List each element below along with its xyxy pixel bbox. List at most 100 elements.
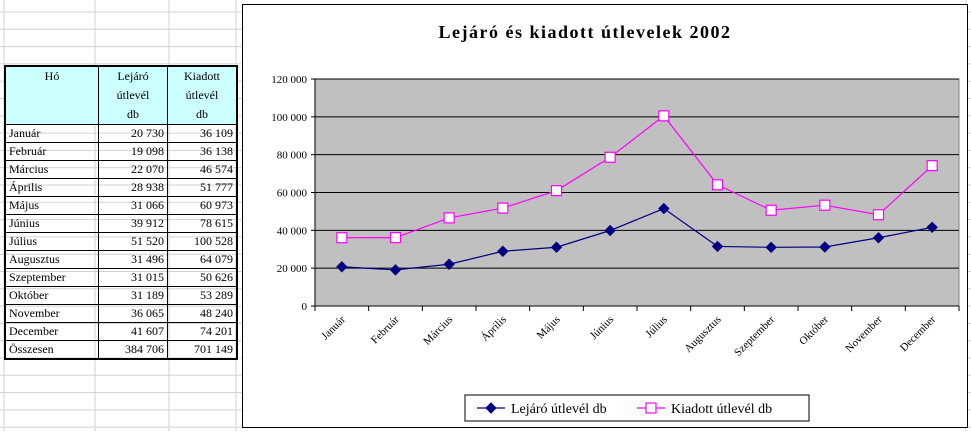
y-tick-label: 100 000 bbox=[271, 112, 307, 124]
month-cell[interactable]: Január bbox=[4, 124, 99, 143]
diamond-marker bbox=[443, 258, 455, 270]
header-line: Lejáró bbox=[117, 69, 149, 83]
square-marker bbox=[497, 202, 509, 214]
data-table: Hó Lejáró útlevél db Kiadott útlevél db Janu… bbox=[4, 65, 238, 360]
table-row: Április 28 938 51 777 bbox=[4, 178, 238, 197]
square-marker bbox=[926, 160, 938, 172]
header-line: útlevél bbox=[185, 88, 219, 102]
y-tick-label: 40 000 bbox=[277, 225, 308, 237]
y-tick-label: 80 000 bbox=[277, 150, 308, 162]
header-expiring[interactable]: Lejáró útlevél db bbox=[98, 65, 168, 125]
x-tick-label: Február bbox=[369, 313, 402, 346]
value-cell[interactable]: 28 938 bbox=[98, 178, 168, 197]
month-cell[interactable]: Október bbox=[4, 286, 99, 305]
x-tick-label: Július bbox=[643, 314, 670, 341]
value-cell[interactable]: 31 496 bbox=[98, 250, 168, 269]
diamond-marker bbox=[872, 232, 885, 244]
table-row: Október 31 189 53 289 bbox=[4, 286, 238, 305]
diamond-marker bbox=[485, 402, 497, 414]
table-row: Január 20 730 36 109 bbox=[4, 124, 238, 143]
value-cell[interactable]: 31 015 bbox=[98, 268, 168, 287]
header-line: útlevél bbox=[116, 88, 150, 102]
x-tick-label: Június bbox=[588, 314, 616, 342]
value-cell[interactable]: 36 109 bbox=[167, 124, 238, 143]
value-cell[interactable]: 51 520 bbox=[98, 232, 168, 251]
value-cell[interactable]: 100 528 bbox=[167, 232, 238, 251]
value-cell[interactable]: 78 615 bbox=[167, 214, 238, 233]
table-row: December 41 607 74 201 bbox=[4, 322, 238, 341]
value-cell[interactable]: 31 066 bbox=[98, 196, 168, 215]
value-cell[interactable]: 60 973 bbox=[167, 196, 238, 215]
month-cell[interactable]: Összesen bbox=[4, 340, 99, 360]
value-cell[interactable]: 701 149 bbox=[167, 340, 238, 360]
x-tick-label: Május bbox=[535, 314, 563, 342]
header-line: db bbox=[196, 107, 208, 121]
value-cell[interactable]: 20 730 bbox=[98, 124, 168, 143]
month-cell[interactable]: Április bbox=[4, 178, 99, 197]
month-cell[interactable]: Június bbox=[4, 214, 99, 233]
legend-label: Kiadott útlevél db bbox=[671, 402, 772, 417]
value-cell[interactable]: 384 706 bbox=[98, 340, 168, 360]
y-tick-label: 120 000 bbox=[271, 74, 307, 86]
value-cell[interactable]: 36 138 bbox=[167, 142, 238, 161]
month-cell[interactable]: Július bbox=[4, 232, 99, 251]
legend: Lejáró útlevél db Kiadott útlevél db bbox=[464, 394, 810, 422]
x-tick-label: November bbox=[843, 313, 885, 355]
month-cell[interactable]: November bbox=[4, 304, 99, 323]
value-cell[interactable]: 50 626 bbox=[167, 268, 238, 287]
header-line: Kiadott bbox=[184, 69, 220, 83]
header-line: db bbox=[127, 107, 139, 121]
month-cell[interactable]: Május bbox=[4, 196, 99, 215]
month-cell[interactable]: Március bbox=[4, 160, 99, 179]
square-marker bbox=[711, 179, 724, 191]
table-row: Szeptember 31 015 50 626 bbox=[4, 268, 238, 287]
header-month[interactable]: Hó bbox=[4, 65, 99, 125]
square-marker bbox=[389, 232, 402, 244]
value-cell[interactable]: 64 079 bbox=[167, 250, 238, 269]
table-row: Összesen 384 706 701 149 bbox=[4, 340, 238, 360]
value-cell[interactable]: 19 098 bbox=[98, 142, 168, 161]
month-cell[interactable]: Szeptember bbox=[4, 268, 99, 287]
value-cell[interactable]: 31 189 bbox=[98, 286, 168, 305]
x-tick-label: Október bbox=[797, 313, 831, 347]
square-marker bbox=[443, 212, 455, 224]
table-row: Június 39 912 78 615 bbox=[4, 214, 238, 233]
value-cell[interactable]: 22 070 bbox=[98, 160, 168, 179]
value-cell[interactable]: 53 289 bbox=[167, 286, 238, 305]
square-marker bbox=[872, 209, 885, 221]
diamond-marker bbox=[765, 241, 777, 254]
square-marker bbox=[604, 151, 616, 163]
x-tick-label: Szeptember bbox=[732, 313, 777, 358]
value-cell[interactable]: 74 201 bbox=[167, 322, 238, 341]
square-marker bbox=[658, 110, 670, 122]
y-tick-label: 60 000 bbox=[277, 188, 308, 200]
square-marker bbox=[819, 199, 831, 211]
x-tick-label: December bbox=[898, 313, 939, 354]
line-chart: Lejáró és kiadott útlevelek 2002 0 20 000 4… bbox=[271, 22, 960, 422]
month-cell[interactable]: Február bbox=[4, 142, 99, 161]
x-tick-label: Április bbox=[479, 314, 509, 344]
value-cell[interactable]: 36 065 bbox=[98, 304, 168, 323]
chart-area[interactable]: Lejáró és kiadott útlevelek 2002 0 20 000 4… bbox=[242, 4, 968, 428]
y-tick-label: 20 000 bbox=[277, 263, 308, 275]
diamond-marker bbox=[497, 245, 509, 257]
square-marker bbox=[765, 204, 777, 216]
header-issued[interactable]: Kiadott útlevél db bbox=[167, 65, 238, 125]
y-tick-label: 0 bbox=[302, 301, 308, 313]
square-marker bbox=[550, 185, 563, 197]
value-cell[interactable]: 51 777 bbox=[167, 178, 238, 197]
value-cell[interactable]: 48 240 bbox=[167, 304, 238, 323]
value-cell[interactable]: 39 912 bbox=[98, 214, 168, 233]
x-tick-label: Március bbox=[421, 314, 455, 348]
value-cell[interactable]: 41 607 bbox=[98, 322, 168, 341]
series-line-1 bbox=[341, 207, 933, 271]
legend-label: Lejáró útlevél db bbox=[511, 402, 607, 417]
diamond-marker bbox=[711, 240, 724, 253]
square-marker bbox=[336, 232, 348, 244]
value-cell[interactable]: 46 574 bbox=[167, 160, 238, 179]
month-cell[interactable]: Augusztus bbox=[4, 250, 99, 269]
chart-title: Lejáró és kiadott útlevelek 2002 bbox=[439, 22, 732, 42]
table-row: Július 51 520 100 528 bbox=[4, 232, 238, 251]
month-cell[interactable]: December bbox=[4, 322, 99, 341]
x-tick-label: Augusztus bbox=[682, 314, 723, 355]
